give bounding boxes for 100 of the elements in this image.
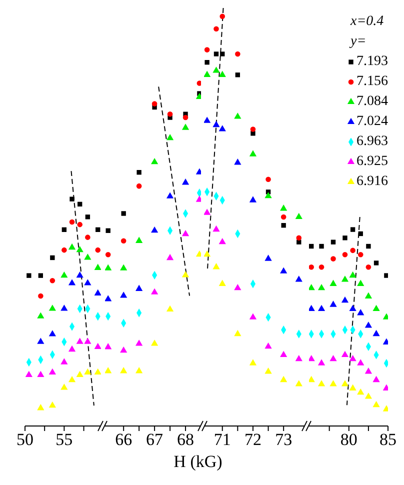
point: [249, 150, 257, 156]
point: [384, 273, 388, 278]
point: [121, 211, 126, 216]
point: [341, 380, 349, 386]
point: [60, 358, 68, 364]
point: [204, 116, 211, 123]
point: [136, 367, 143, 374]
point: [364, 292, 372, 298]
point: [136, 170, 142, 175]
point: [212, 225, 220, 232]
point: [76, 370, 84, 378]
point: [309, 284, 315, 290]
point: [264, 192, 272, 198]
point: [234, 284, 242, 290]
point: [358, 231, 363, 236]
point: [166, 134, 174, 140]
point: [96, 227, 100, 232]
point: [85, 234, 90, 240]
point: [94, 289, 101, 296]
point: [372, 330, 380, 336]
point: [357, 280, 364, 286]
point: [204, 208, 211, 215]
point: [76, 246, 84, 252]
point: [318, 304, 326, 312]
point: [349, 271, 356, 278]
point: [235, 72, 240, 78]
point: [357, 359, 364, 366]
point: [136, 236, 143, 243]
point: [309, 304, 315, 312]
point: [357, 388, 364, 395]
point: [364, 322, 372, 328]
x-tick-label: 73: [275, 430, 292, 450]
point: [204, 60, 210, 65]
x-tick-label: 80: [340, 430, 358, 450]
x-tick-label: 85: [380, 430, 396, 450]
point: [234, 330, 242, 336]
point: [212, 66, 220, 73]
point: [85, 214, 90, 220]
point: [218, 280, 226, 286]
point: [235, 51, 240, 57]
point: [182, 178, 190, 185]
point: [309, 264, 314, 270]
point: [78, 202, 82, 207]
point: [68, 376, 76, 382]
x-tick-label: 67: [146, 430, 164, 450]
point: [220, 52, 225, 56]
point: [341, 296, 349, 303]
point: [249, 313, 257, 320]
point: [318, 380, 326, 386]
point: [84, 368, 92, 375]
point: [372, 304, 380, 312]
point: [105, 295, 112, 302]
point: [218, 238, 226, 244]
point: [374, 260, 379, 266]
point: [48, 304, 56, 311]
x-tick-label: 50: [16, 430, 34, 450]
point: [372, 400, 380, 408]
point: [70, 196, 74, 202]
point: [309, 244, 314, 249]
point: [319, 244, 324, 249]
point: [60, 384, 68, 390]
point: [330, 280, 337, 286]
point: [105, 367, 112, 374]
point: [366, 244, 371, 249]
point: [214, 52, 219, 56]
point: [48, 401, 56, 408]
point: [48, 330, 56, 336]
point: [295, 355, 302, 362]
point: [295, 212, 302, 220]
point: [150, 340, 158, 346]
point: [150, 288, 158, 294]
point: [37, 404, 44, 410]
legend-label: 7.084: [356, 93, 388, 111]
point: [120, 346, 128, 353]
point: [68, 243, 76, 250]
point: [264, 254, 272, 261]
point: [60, 271, 68, 278]
legend-label: 7.156: [356, 73, 388, 91]
x-tick-label: 72: [244, 430, 262, 450]
point: [264, 342, 272, 349]
point: [120, 264, 128, 270]
point: [94, 264, 101, 270]
point: [105, 252, 111, 258]
x-tick-label: 55: [56, 430, 73, 450]
point: [95, 247, 101, 253]
point: [152, 101, 158, 106]
point: [136, 284, 143, 291]
point: [318, 264, 324, 270]
point: [136, 183, 142, 189]
point: [250, 126, 256, 132]
point: [280, 376, 288, 382]
point: [150, 226, 158, 233]
point: [234, 112, 242, 119]
x-tick-label: 71: [214, 430, 231, 450]
point: [182, 271, 190, 278]
point: [48, 368, 56, 375]
point: [214, 26, 219, 32]
point: [295, 380, 302, 386]
legend-label: 7.024: [356, 113, 388, 131]
point: [280, 204, 288, 211]
